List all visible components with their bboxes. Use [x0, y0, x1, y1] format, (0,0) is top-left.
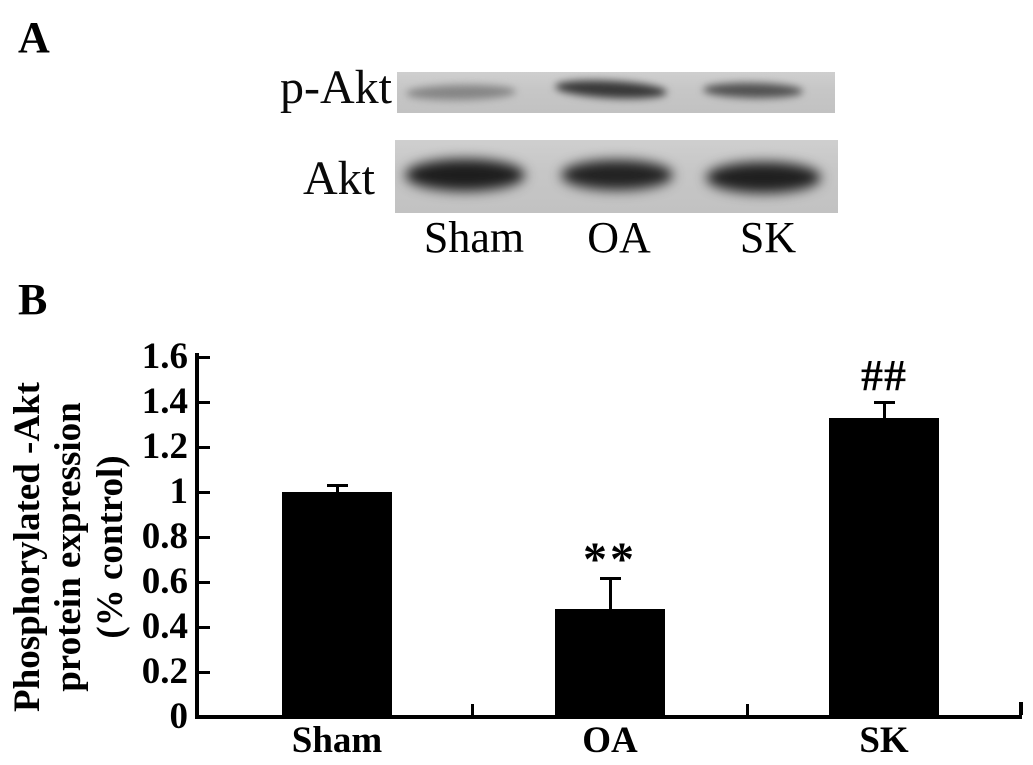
- y-tick-label: 1.2: [141, 426, 188, 467]
- blot-row-label-p-akt: p-Akt: [280, 61, 392, 114]
- y-tick-label: 0.2: [141, 651, 188, 692]
- panel-a-label: A: [18, 13, 50, 62]
- y-tick-label: 0.4: [141, 606, 188, 647]
- y-tick-label: 1: [169, 471, 189, 512]
- blot-band-sk: [705, 161, 821, 193]
- y-tick: [199, 401, 210, 404]
- y-tick-label: 0.6: [141, 561, 188, 602]
- y-tick-label: 1.6: [141, 336, 188, 377]
- x-category-label-oa: OA: [582, 720, 638, 761]
- error-cap-sk: [874, 401, 895, 404]
- y-tick: [199, 446, 210, 449]
- bar-sk: [829, 417, 939, 717]
- y-axis-title-line2: protein expression: [48, 402, 90, 692]
- x-tick: [746, 704, 749, 715]
- blot-band-sk: [702, 81, 804, 99]
- lane-label-oa: OA: [587, 213, 651, 262]
- blot-strip-akt: [395, 140, 838, 213]
- x-category-label-sham: Sham: [291, 720, 383, 761]
- y-tick-label: 0.8: [141, 516, 188, 557]
- blot-band-sham: [405, 159, 525, 191]
- lane-label-sham: Sham: [423, 213, 525, 262]
- y-tick-label: 1.4: [141, 381, 188, 422]
- error-bar-oa: [609, 577, 612, 609]
- blot-band-sham: [405, 83, 517, 101]
- x-axis-end-tick: [1019, 702, 1023, 715]
- significance-sk: ##: [861, 351, 907, 400]
- y-tick: [199, 581, 210, 584]
- blot-band-oa: [554, 77, 668, 101]
- y-tick: [199, 626, 210, 629]
- x-tick: [471, 704, 474, 715]
- blot-strip-p-akt: [397, 72, 835, 113]
- y-tick: [199, 536, 210, 539]
- y-tick: [199, 671, 210, 674]
- bar-sham: [282, 492, 392, 717]
- blot-band-oa: [561, 160, 673, 190]
- y-axis-line: [195, 353, 199, 719]
- y-tick-label: 0: [169, 696, 189, 737]
- panel-b-label: B: [18, 275, 48, 324]
- x-category-label-sk: SK: [859, 720, 909, 761]
- blot-row-label-akt: Akt: [303, 152, 375, 205]
- y-tick: [199, 356, 210, 359]
- bar-oa: [555, 609, 665, 717]
- y-axis-title-line1: Phosphorylated -Akt: [7, 382, 48, 712]
- error-bar-sham: [336, 485, 339, 492]
- x-axis-line: [195, 715, 1022, 719]
- error-bar-sk: [883, 402, 886, 418]
- y-tick: [199, 491, 210, 494]
- error-cap-oa: [600, 576, 621, 580]
- lane-label-sk: SK: [739, 213, 797, 262]
- significance-oa: **: [583, 532, 637, 586]
- error-cap-sham: [327, 484, 348, 488]
